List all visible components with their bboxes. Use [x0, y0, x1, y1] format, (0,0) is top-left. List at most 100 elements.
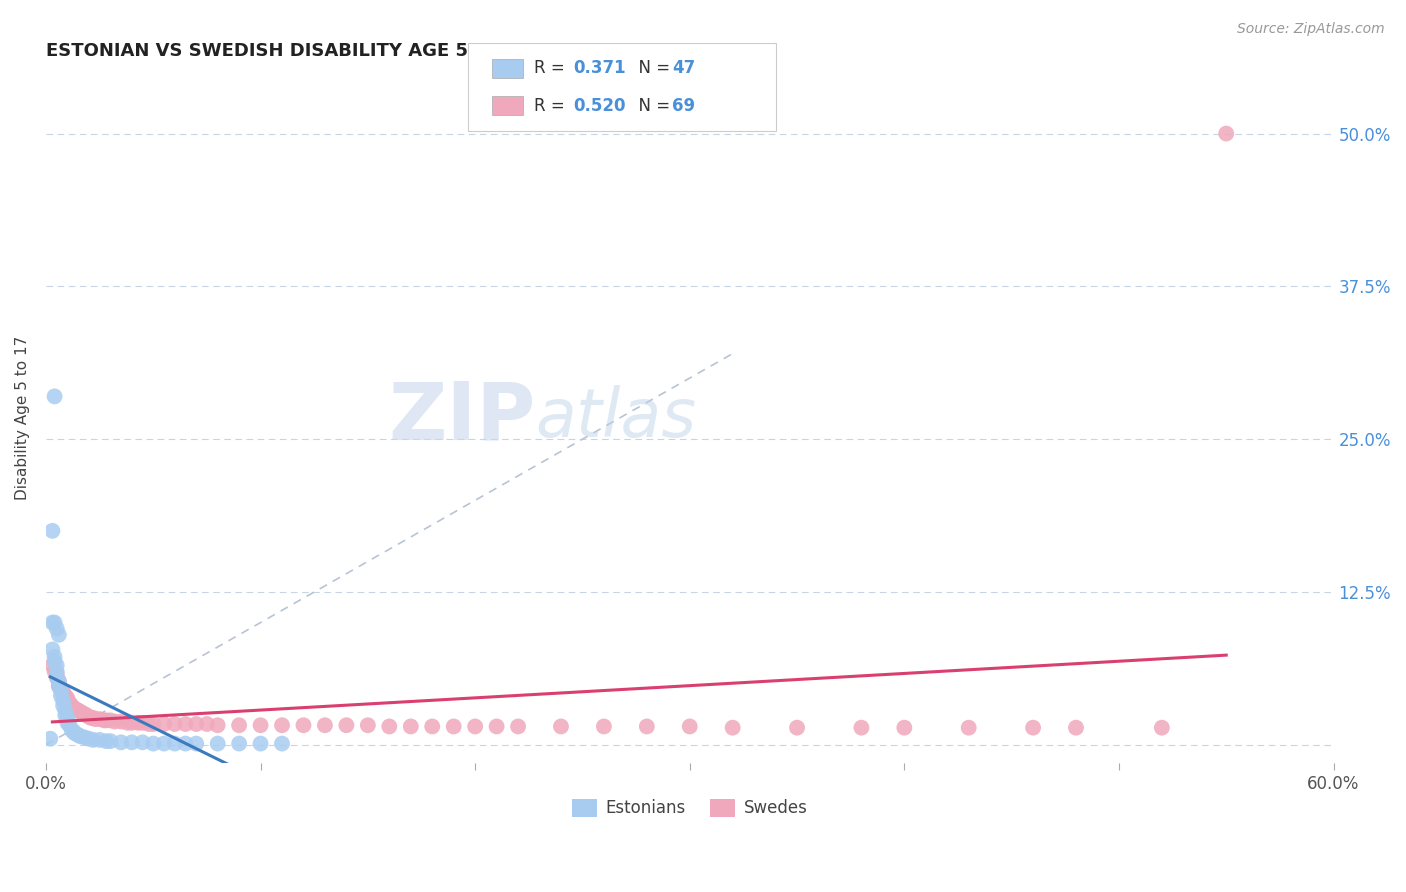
Point [1215, 127, 1237, 141]
Y-axis label: Disability Age 5 to 17: Disability Age 5 to 17 [15, 335, 30, 500]
Point [49, 684, 72, 698]
Point [121, 715, 143, 730]
Text: 0.520: 0.520 [574, 96, 626, 114]
Legend: Estonians, Swedes: Estonians, Swedes [565, 792, 814, 824]
Point [60, 723, 83, 738]
Point [45, 666, 67, 681]
Point [550, 719, 572, 733]
Point [41, 642, 63, 657]
Point [76, 708, 98, 723]
Point [593, 719, 616, 733]
Point [53, 708, 76, 723]
Point [63, 701, 86, 715]
Point [49, 689, 72, 703]
Point [153, 737, 176, 751]
Point [52, 685, 75, 699]
Point [77, 731, 100, 746]
Point [292, 718, 315, 732]
Text: ESTONIAN VS SWEDISH DISABILITY AGE 5 TO 17 CORRELATION CHART: ESTONIAN VS SWEDISH DISABILITY AGE 5 TO … [46, 42, 755, 60]
Point [131, 715, 153, 730]
Point [335, 718, 357, 732]
Point [378, 719, 401, 733]
Point [94, 714, 117, 728]
Point [45, 669, 67, 683]
Point [58, 696, 80, 710]
Point [679, 719, 702, 733]
Text: atlas: atlas [536, 384, 696, 450]
Point [110, 735, 132, 749]
Text: Source: ZipAtlas.com: Source: ZipAtlas.com [1237, 22, 1385, 37]
Point [58, 718, 80, 732]
Point [142, 737, 165, 751]
Point [271, 737, 294, 751]
Point [48, 674, 70, 689]
Point [851, 721, 873, 735]
Text: ZIP: ZIP [388, 379, 536, 457]
Point [45, 658, 67, 673]
Point [67, 728, 90, 742]
Point [89, 732, 111, 747]
Point [69, 729, 91, 743]
Point [195, 717, 218, 731]
Point [893, 721, 915, 735]
Point [89, 712, 111, 726]
Point [45, 622, 67, 636]
Point [45, 671, 67, 685]
Point [249, 737, 271, 751]
Point [142, 717, 165, 731]
Point [48, 679, 70, 693]
Point [636, 719, 658, 733]
Point [786, 721, 808, 735]
Point [53, 689, 76, 703]
Point [48, 674, 70, 689]
Point [48, 628, 70, 642]
Point [174, 737, 197, 751]
Point [228, 737, 250, 751]
Point [314, 718, 336, 732]
Point [186, 717, 208, 731]
Point [1064, 721, 1087, 735]
Point [44, 615, 66, 630]
Point [506, 719, 529, 733]
Point [207, 737, 229, 751]
Point [464, 719, 486, 733]
Point [56, 711, 79, 725]
Point [82, 711, 104, 725]
Point [65, 702, 87, 716]
Point [1022, 721, 1045, 735]
Point [44, 649, 66, 664]
Text: R =: R = [534, 60, 571, 78]
Point [271, 718, 294, 732]
Point [443, 719, 465, 733]
Point [93, 714, 115, 728]
Point [44, 665, 66, 679]
Text: N =: N = [628, 96, 676, 114]
Point [163, 737, 186, 751]
Point [420, 719, 443, 733]
Point [80, 711, 103, 725]
Point [60, 698, 83, 713]
Point [56, 694, 79, 708]
Point [228, 718, 250, 732]
Text: N =: N = [628, 60, 676, 78]
Point [131, 735, 153, 749]
Point [1150, 721, 1173, 735]
Point [957, 721, 980, 735]
Point [249, 718, 271, 732]
Point [39, 731, 62, 746]
Point [52, 694, 75, 708]
Point [163, 717, 186, 731]
Text: 69: 69 [672, 96, 695, 114]
Point [98, 714, 121, 728]
Point [186, 737, 208, 751]
Point [73, 707, 96, 722]
Point [121, 735, 143, 749]
Point [84, 712, 107, 726]
Point [73, 731, 96, 745]
Point [45, 665, 67, 679]
Point [399, 719, 422, 733]
Point [63, 725, 86, 739]
Point [485, 719, 508, 733]
Point [174, 717, 197, 731]
Point [48, 679, 70, 693]
